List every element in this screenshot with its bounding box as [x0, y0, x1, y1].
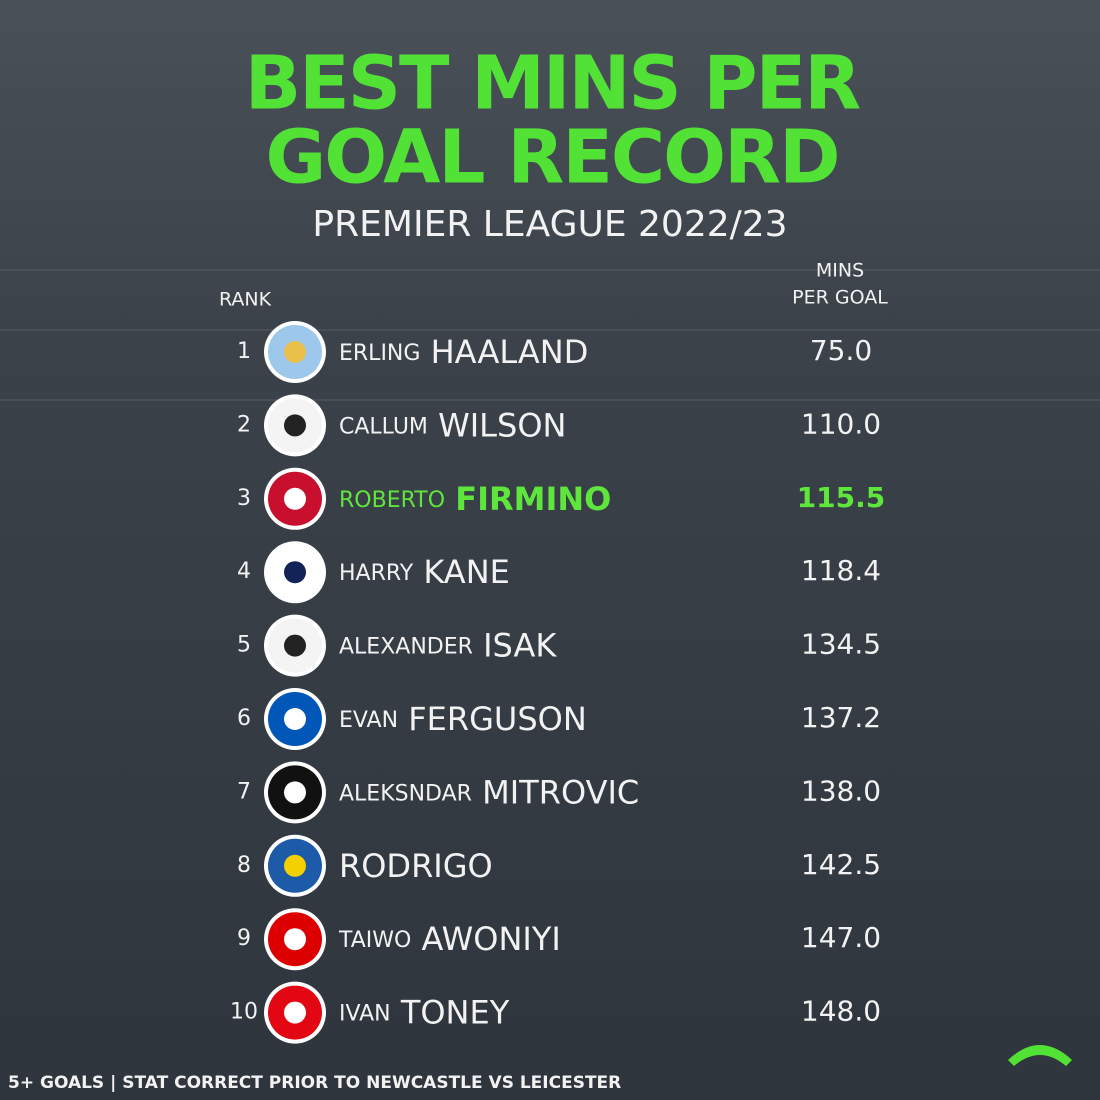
space: [413, 553, 423, 591]
rank: 6: [237, 706, 251, 731]
first-name: ALEXANDER: [339, 635, 473, 660]
last-name: HAALAND: [431, 333, 589, 371]
rank: 2: [237, 412, 251, 437]
mins-per-goal: 147.0: [801, 921, 881, 954]
last-name: KANE: [423, 553, 509, 591]
first-name: ALEKSNDAR: [339, 781, 472, 806]
player-name: ALEXANDER ISAK: [339, 627, 557, 665]
space: [472, 773, 482, 811]
last-name: RODRIGO: [339, 847, 493, 885]
first-name: ROBERTO: [339, 488, 445, 513]
club-badge-icon: [284, 341, 306, 363]
space: [391, 994, 401, 1032]
last-name: FIRMINO: [455, 480, 611, 518]
title: GOAL RECORD: [266, 115, 839, 201]
rank: 8: [237, 853, 251, 878]
first-name: TAIWO: [338, 928, 411, 953]
player-name: EVAN FERGUSON: [339, 700, 587, 738]
last-name: WILSON: [438, 406, 566, 444]
rank: 9: [237, 926, 251, 951]
club-badge-icon: [284, 561, 306, 584]
space: [473, 627, 483, 665]
title: BEST MINS PER: [245, 41, 860, 127]
first-name: CALLUM: [339, 414, 428, 439]
mins-per-goal: 115.5: [797, 481, 886, 514]
club-badge-icon: [284, 634, 306, 657]
rank: 10: [230, 1000, 258, 1025]
player-name: IVAN TONEY: [339, 994, 510, 1032]
mins-per-goal: 142.5: [801, 848, 881, 881]
subtitle: PREMIER LEAGUE 2022/23: [312, 204, 787, 245]
space: [411, 920, 421, 958]
club-badge-icon: [284, 854, 306, 877]
rank-header: RANK: [219, 289, 272, 311]
player-name: ALEKSNDAR MITROVIC: [339, 773, 639, 811]
mins-per-goal: 134.5: [801, 628, 881, 661]
mins-per-goal: 138.0: [801, 774, 881, 807]
mins-per-goal: 148.0: [801, 995, 881, 1028]
stadium-lines: [0, 269, 1100, 401]
mins-header: MINS: [816, 260, 864, 282]
last-name: TONEY: [400, 994, 510, 1032]
player-name: CALLUM WILSON: [339, 406, 566, 444]
first-name: IVAN: [339, 1002, 391, 1027]
mins-header: PER GOAL: [792, 287, 888, 309]
rank: 4: [237, 559, 251, 584]
rank: 1: [237, 339, 251, 364]
rank: 3: [237, 486, 251, 511]
player-name: HARRY KANE: [339, 553, 510, 591]
last-name: MITROVIC: [482, 773, 639, 811]
first-name: ERLING: [339, 341, 420, 366]
first-name: HARRY: [339, 561, 414, 586]
mins-per-goal: 75.0: [810, 334, 872, 367]
space: [398, 700, 408, 738]
space: [428, 406, 438, 444]
last-name: ISAK: [483, 627, 557, 665]
first-name: EVAN: [339, 708, 398, 733]
club-badge-icon: [284, 781, 306, 804]
player-name: TAIWO AWONIYI: [338, 920, 561, 958]
space: [445, 480, 455, 518]
footer: 5+ GOALS | STAT CORRECT PRIOR TO NEWCAST…: [8, 1073, 621, 1093]
mins-per-goal: 118.4: [801, 554, 881, 587]
club-badge-icon: [284, 1001, 306, 1024]
mins-per-goal: 110.0: [801, 407, 881, 440]
player-name: RODRIGO: [339, 847, 493, 885]
club-badge-icon: [284, 708, 306, 730]
club-badge-icon: [284, 487, 306, 510]
club-badge-icon: [284, 414, 306, 437]
rank: 7: [237, 779, 251, 804]
rank: 5: [237, 633, 251, 658]
logo: [1008, 1045, 1072, 1066]
club-badge-icon: [284, 928, 306, 951]
last-name: FERGUSON: [408, 700, 587, 738]
space: [420, 333, 430, 371]
last-name: AWONIYI: [422, 920, 561, 958]
player-name: ROBERTO FIRMINO: [339, 480, 611, 518]
player-name: ERLING HAALAND: [339, 333, 588, 371]
mins-per-goal: 137.2: [801, 701, 881, 734]
